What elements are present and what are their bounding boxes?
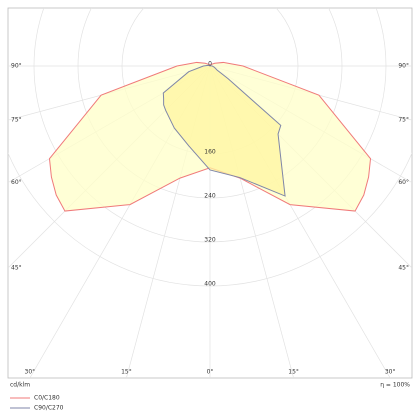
- r-tick-label: 400: [204, 281, 216, 288]
- unit-label: cd/klm: [10, 382, 30, 389]
- angle-tick-label: 60°: [11, 179, 22, 186]
- angle-tick-label: 30°: [25, 369, 36, 376]
- angle-tick-label: 60°: [398, 179, 409, 186]
- legend-label: C0/C180: [34, 395, 60, 402]
- r-tick-label: 240: [204, 193, 216, 200]
- r-tick-label: 160: [204, 149, 216, 156]
- angle-tick-label: 75°: [398, 117, 409, 124]
- angle-tick-label: 0°: [207, 369, 214, 376]
- angle-tick-label: 30°: [385, 369, 396, 376]
- angle-tick-label: 15°: [288, 369, 299, 376]
- polar-curve: [162, 64, 286, 197]
- angle-tick-label: 45°: [398, 265, 409, 272]
- curves: [48, 61, 372, 212]
- labels: 0 160 240 320 400 90° 75° 60° 45° 30° 15° 0° 15° 30° 4…: [11, 61, 409, 376]
- efficiency-label: η = 100%: [380, 382, 410, 389]
- angle-tick-label: 90°: [398, 63, 409, 70]
- legend-label: C90/C270: [34, 405, 64, 412]
- angle-tick-label: 15°: [121, 369, 132, 376]
- angle-tick-label: 75°: [11, 117, 22, 124]
- r-tick-label: 320: [204, 237, 216, 244]
- r-tick-label: 0: [208, 61, 212, 68]
- angle-tick-label: 45°: [11, 265, 22, 272]
- angle-tick-label: 90°: [11, 63, 22, 70]
